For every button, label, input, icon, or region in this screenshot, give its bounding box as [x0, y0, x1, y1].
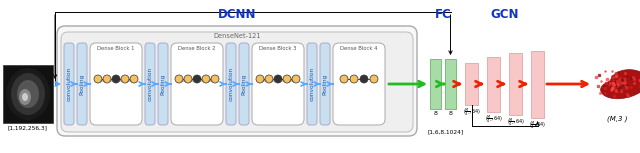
Text: [1,192,256,3]: [1,192,256,3] — [8, 125, 48, 130]
FancyBboxPatch shape — [239, 43, 249, 125]
Text: convolution: convolution — [228, 67, 234, 101]
FancyBboxPatch shape — [445, 59, 456, 109]
FancyBboxPatch shape — [333, 43, 385, 125]
FancyBboxPatch shape — [3, 65, 53, 123]
Text: Pooling: Pooling — [241, 73, 246, 95]
Circle shape — [350, 75, 358, 83]
Text: Dense Block 1: Dense Block 1 — [97, 46, 135, 51]
Circle shape — [292, 75, 300, 83]
Circle shape — [184, 75, 192, 83]
FancyBboxPatch shape — [430, 59, 441, 109]
Text: (M,3 ): (M,3 ) — [607, 116, 627, 123]
FancyBboxPatch shape — [487, 56, 500, 112]
Text: GCN: GCN — [490, 8, 519, 21]
Text: Dense Block 4: Dense Block 4 — [340, 46, 378, 51]
Text: Pooling: Pooling — [79, 73, 84, 95]
Circle shape — [370, 75, 378, 83]
Text: convolution: convolution — [147, 67, 152, 101]
FancyBboxPatch shape — [226, 43, 236, 125]
Text: $(\frac{M}{4^2},\!64)$: $(\frac{M}{4^2},\!64)$ — [507, 117, 524, 129]
Text: DCNN: DCNN — [218, 8, 256, 21]
FancyBboxPatch shape — [90, 43, 142, 125]
Text: Dense Block 3: Dense Block 3 — [259, 46, 297, 51]
Circle shape — [256, 75, 264, 83]
Text: convolution: convolution — [67, 67, 72, 101]
FancyBboxPatch shape — [158, 43, 168, 125]
Circle shape — [283, 75, 291, 83]
Text: $(\frac{M}{4^4},\!64)$: $(\frac{M}{4^4},\!64)$ — [463, 107, 481, 119]
Circle shape — [130, 75, 138, 83]
Circle shape — [340, 75, 348, 83]
Ellipse shape — [17, 80, 39, 108]
Text: convolution: convolution — [310, 67, 314, 101]
Text: [1,6,8,1024]: [1,6,8,1024] — [427, 129, 463, 134]
Circle shape — [121, 75, 129, 83]
Circle shape — [175, 75, 183, 83]
Ellipse shape — [22, 93, 28, 101]
Text: 8: 8 — [433, 111, 437, 116]
FancyBboxPatch shape — [171, 43, 223, 125]
Text: FC: FC — [435, 8, 451, 21]
Ellipse shape — [6, 68, 50, 120]
Text: Pooling: Pooling — [161, 73, 166, 95]
FancyBboxPatch shape — [145, 43, 155, 125]
FancyBboxPatch shape — [64, 43, 74, 125]
Text: $(\frac{M}{4^3},\!64)$: $(\frac{M}{4^3},\!64)$ — [484, 114, 502, 126]
Circle shape — [94, 75, 102, 83]
FancyBboxPatch shape — [57, 26, 417, 136]
FancyBboxPatch shape — [320, 43, 330, 125]
Circle shape — [360, 75, 368, 83]
Circle shape — [202, 75, 210, 83]
Ellipse shape — [11, 73, 45, 115]
Text: Pooling: Pooling — [323, 73, 328, 95]
FancyBboxPatch shape — [531, 50, 544, 118]
Polygon shape — [601, 70, 640, 99]
FancyBboxPatch shape — [77, 43, 87, 125]
FancyBboxPatch shape — [61, 32, 413, 132]
Text: DenseNet-121: DenseNet-121 — [213, 33, 260, 39]
Circle shape — [265, 75, 273, 83]
Text: $(\frac{M}{4},\!64)$: $(\frac{M}{4},\!64)$ — [529, 119, 546, 131]
FancyBboxPatch shape — [465, 63, 478, 105]
FancyBboxPatch shape — [509, 53, 522, 115]
Circle shape — [193, 75, 201, 83]
Text: Dense Block 2: Dense Block 2 — [179, 46, 216, 51]
Circle shape — [103, 75, 111, 83]
Circle shape — [274, 75, 282, 83]
Circle shape — [211, 75, 219, 83]
FancyBboxPatch shape — [252, 43, 304, 125]
Circle shape — [112, 75, 120, 83]
Ellipse shape — [19, 89, 31, 105]
Text: 8: 8 — [449, 111, 452, 116]
FancyBboxPatch shape — [307, 43, 317, 125]
